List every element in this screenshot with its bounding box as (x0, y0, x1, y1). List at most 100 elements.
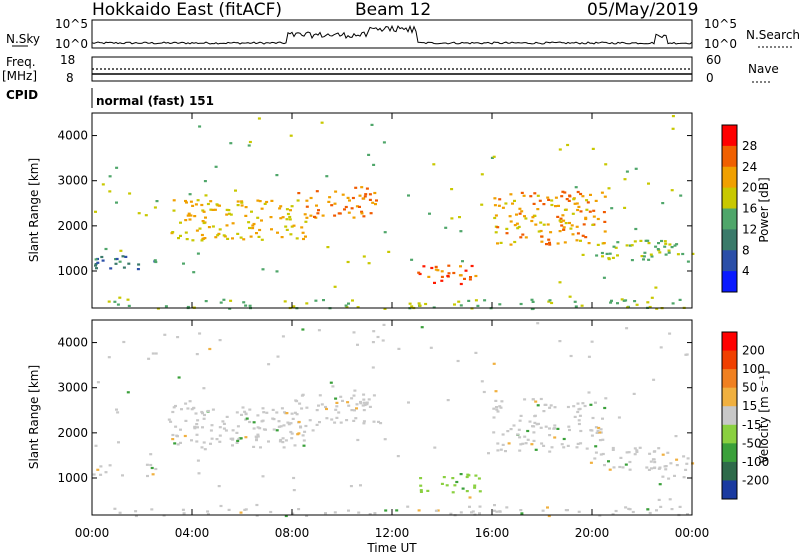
scatter-cell (346, 401, 350, 404)
scatter-cell (576, 442, 580, 445)
scatter-cell (200, 410, 204, 414)
scatter-cell (255, 439, 258, 442)
scatter-cell (265, 200, 269, 204)
scatter-cell (94, 258, 98, 261)
scatter-cell (237, 437, 241, 441)
scatter-cell (548, 434, 552, 437)
scatter-cell (229, 299, 233, 302)
scatter-cell (614, 246, 618, 249)
scatter-cell (191, 204, 195, 207)
scatter-cell (490, 156, 494, 159)
scatter-cell (347, 302, 350, 305)
scatter-cell (150, 466, 154, 470)
scatter-cell (652, 450, 656, 453)
scatter-cell (452, 271, 456, 275)
scatter-cell (459, 473, 463, 476)
scatter-cell (214, 236, 218, 239)
colorbar-segment (722, 350, 737, 370)
scatter-cell (611, 448, 615, 451)
scatter-cell (533, 192, 537, 195)
scatter-cell (433, 281, 436, 284)
scatter-cell (288, 218, 292, 221)
scatter-cell (607, 257, 611, 260)
scatter-cell (283, 300, 287, 303)
scatter-cell (360, 210, 364, 213)
scatter-cell (652, 378, 656, 381)
scatter-cell (621, 466, 625, 469)
scatter-cell (585, 447, 589, 450)
scatter-cell (218, 434, 222, 437)
scatter-cell (586, 201, 590, 204)
scatter-cell (566, 405, 570, 409)
scatter-cell (579, 442, 583, 445)
scatter-cell (179, 234, 182, 237)
scatter-cell (217, 485, 221, 488)
scatter-cell (236, 439, 240, 442)
scatter-cell (657, 447, 661, 450)
scatter-cell (235, 431, 239, 434)
scatter-cell (668, 243, 672, 246)
scatter-cell (579, 192, 583, 196)
scatter-cell (451, 491, 455, 494)
scatter-cell (109, 267, 113, 270)
nsearch-label: N.Search (746, 28, 800, 42)
scatter-cell (513, 199, 516, 202)
scatter-cell (550, 301, 554, 305)
scatter-cell (314, 299, 318, 302)
scatter-cell (505, 227, 509, 230)
scatter-cell (372, 394, 376, 397)
y-tick-label: 1000 (57, 471, 88, 485)
colorbar-tick-label: -200 (742, 473, 769, 487)
scatter-cell (379, 422, 383, 425)
scatter-cell (524, 217, 528, 220)
scatter-cell (218, 228, 222, 231)
scatter-cell (239, 511, 243, 514)
scatter-cell (566, 444, 570, 447)
scatter-cell (625, 327, 629, 330)
scatter-cell (565, 198, 569, 201)
scatter-cell (592, 215, 596, 218)
scatter-cell (686, 457, 690, 460)
scatter-cell (208, 347, 212, 351)
scatter-cell (547, 198, 551, 201)
scatter-cell (523, 398, 527, 401)
nsky-tick-bottom: 10^0 (55, 37, 88, 51)
scatter-cell (470, 264, 474, 268)
scatter-cell (634, 167, 638, 170)
scatter-cell (118, 296, 122, 299)
scatter-cell (684, 353, 688, 356)
scatter-cell (576, 410, 580, 414)
colorbar-tick-label: 15 (742, 399, 757, 413)
scatter-cell (330, 418, 334, 421)
scatter-cell (534, 400, 538, 403)
scatter-cell (647, 468, 651, 471)
scatter-cell (291, 417, 295, 420)
scatter-cell (201, 220, 205, 223)
scatter-cell (467, 299, 471, 302)
scatter-cell (354, 186, 358, 189)
scatter-cell (108, 190, 112, 193)
scatter-cell (511, 202, 514, 205)
scatter-cell (300, 226, 304, 229)
scatter-cell (587, 391, 591, 394)
scatter-cell (546, 506, 549, 509)
scatter-cell (417, 271, 421, 274)
scatter-cell (576, 190, 580, 194)
scatter-cell (603, 406, 607, 410)
scatter-cell (262, 428, 266, 431)
scatter-cell (96, 261, 100, 264)
scatter-cell (171, 433, 175, 437)
scatter-cell (498, 198, 502, 201)
scatter-cell (557, 204, 560, 207)
scatter-cell (594, 401, 597, 404)
scatter-cell (301, 393, 305, 396)
scatter-cell (542, 444, 546, 447)
colorbar-segment (722, 332, 737, 352)
scatter-cell (375, 199, 378, 202)
colorbar-segment (722, 145, 737, 168)
scatter-cell (270, 228, 273, 231)
scatter-cell (303, 213, 307, 216)
scatter-cell (617, 416, 621, 419)
scatter-cell (659, 505, 663, 508)
scatter-cell (518, 436, 522, 439)
